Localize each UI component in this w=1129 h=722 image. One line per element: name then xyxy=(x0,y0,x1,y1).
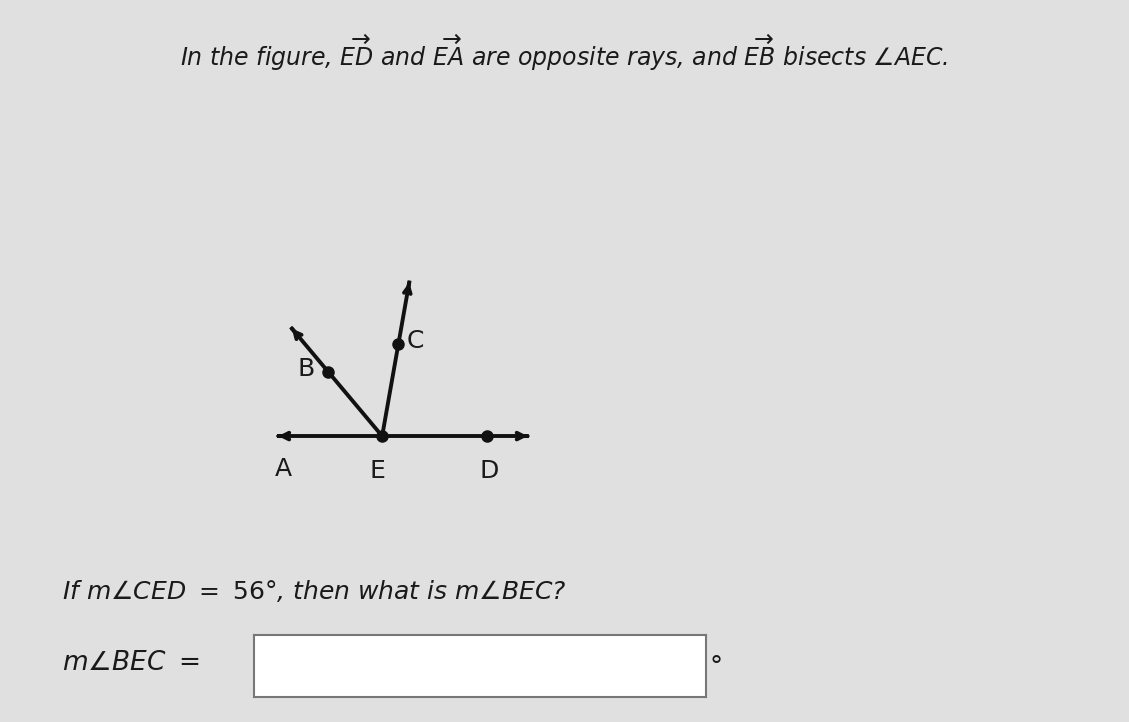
Text: °: ° xyxy=(709,655,723,681)
Text: $m\angle BEC\ =$: $m\angle BEC\ =$ xyxy=(62,650,200,676)
Text: E: E xyxy=(369,459,385,484)
Text: A: A xyxy=(274,457,292,481)
Text: D: D xyxy=(480,459,499,484)
Text: B: B xyxy=(298,357,315,381)
Text: C: C xyxy=(406,329,423,353)
Text: In the figure, $\overrightarrow{ED}$ and $\overrightarrow{EA}$ are opposite rays: In the figure, $\overrightarrow{ED}$ and… xyxy=(181,32,948,73)
Text: If $m\angle CED\ =\ 56°$, then what is $m\angle BEC$?: If $m\angle CED\ =\ 56°$, then what is $… xyxy=(62,578,567,604)
